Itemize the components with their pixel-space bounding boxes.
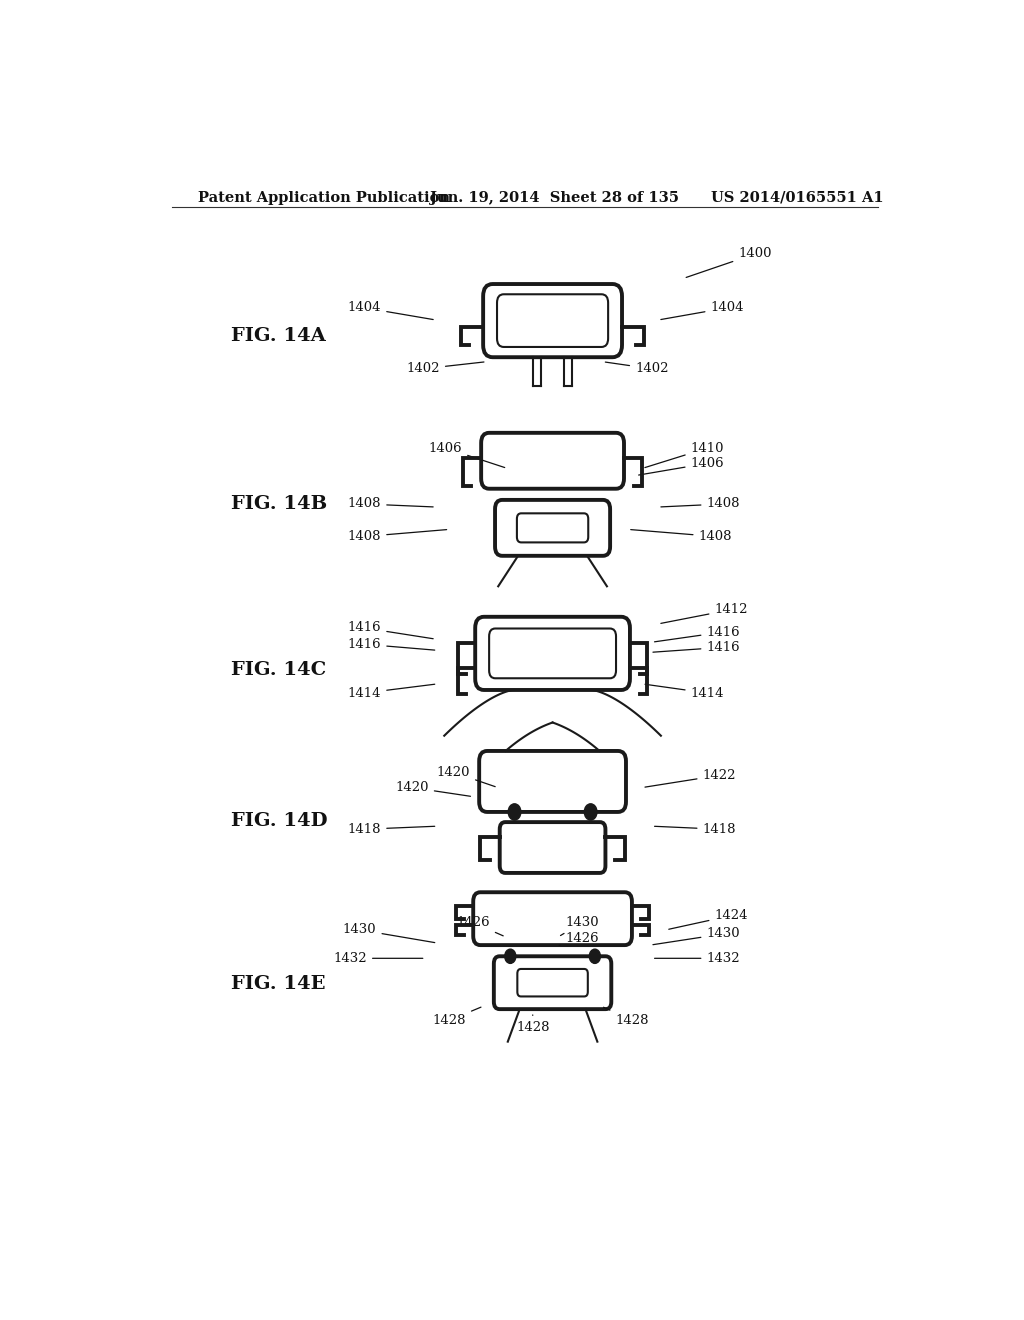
- FancyBboxPatch shape: [483, 284, 622, 358]
- Circle shape: [508, 804, 521, 820]
- FancyBboxPatch shape: [500, 822, 605, 873]
- Text: 1420: 1420: [436, 766, 496, 787]
- Text: 1408: 1408: [348, 498, 433, 511]
- Text: 1404: 1404: [660, 301, 743, 319]
- FancyBboxPatch shape: [517, 513, 588, 543]
- Text: 1430: 1430: [560, 916, 599, 936]
- Text: 1426: 1426: [559, 932, 599, 945]
- Text: 1418: 1418: [348, 822, 435, 836]
- Text: 1422: 1422: [645, 768, 736, 787]
- Text: 1408: 1408: [631, 529, 732, 543]
- Text: US 2014/0165551 A1: US 2014/0165551 A1: [712, 191, 884, 205]
- FancyBboxPatch shape: [497, 294, 608, 347]
- Text: FIG. 14B: FIG. 14B: [231, 495, 328, 513]
- Text: 1424: 1424: [669, 909, 748, 929]
- Text: 1410: 1410: [645, 442, 724, 467]
- FancyBboxPatch shape: [489, 628, 616, 678]
- FancyBboxPatch shape: [517, 969, 588, 997]
- Text: 1428: 1428: [433, 1007, 481, 1027]
- Text: 1432: 1432: [654, 952, 740, 965]
- Text: FIG. 14E: FIG. 14E: [231, 974, 326, 993]
- Text: 1400: 1400: [686, 247, 772, 277]
- Text: 1430: 1430: [653, 928, 740, 945]
- Text: FIG. 14D: FIG. 14D: [231, 812, 328, 830]
- Text: 1402: 1402: [407, 362, 484, 375]
- Text: 1414: 1414: [645, 684, 724, 700]
- Text: 1416: 1416: [654, 626, 740, 642]
- Text: 1402: 1402: [605, 362, 669, 375]
- Text: FIG. 14A: FIG. 14A: [231, 327, 326, 346]
- FancyBboxPatch shape: [495, 500, 610, 556]
- FancyBboxPatch shape: [481, 433, 624, 488]
- Text: 1428: 1428: [516, 1015, 550, 1034]
- Text: 1416: 1416: [348, 622, 433, 639]
- FancyBboxPatch shape: [479, 751, 626, 812]
- Circle shape: [589, 949, 600, 964]
- FancyBboxPatch shape: [473, 892, 632, 945]
- Circle shape: [505, 949, 516, 964]
- Text: 1428: 1428: [603, 1007, 648, 1027]
- Text: Patent Application Publication: Patent Application Publication: [198, 191, 450, 205]
- Text: 1412: 1412: [660, 603, 748, 623]
- Text: 1414: 1414: [348, 684, 435, 700]
- Text: 1408: 1408: [348, 529, 446, 543]
- FancyBboxPatch shape: [475, 616, 630, 690]
- Text: 1416: 1416: [653, 640, 740, 653]
- Text: 1432: 1432: [334, 952, 423, 965]
- Text: 1406: 1406: [429, 442, 505, 467]
- Text: Jun. 19, 2014  Sheet 28 of 135: Jun. 19, 2014 Sheet 28 of 135: [430, 191, 679, 205]
- Text: 1406: 1406: [639, 457, 724, 475]
- Text: 1426: 1426: [457, 916, 503, 936]
- Text: 1404: 1404: [348, 301, 433, 319]
- Text: 1420: 1420: [395, 781, 470, 796]
- Text: 1416: 1416: [348, 638, 435, 651]
- Text: 1408: 1408: [660, 498, 740, 511]
- FancyBboxPatch shape: [494, 956, 611, 1008]
- Text: 1430: 1430: [343, 924, 435, 942]
- Text: FIG. 14C: FIG. 14C: [231, 660, 327, 678]
- Circle shape: [585, 804, 597, 820]
- Text: 1418: 1418: [654, 822, 736, 836]
